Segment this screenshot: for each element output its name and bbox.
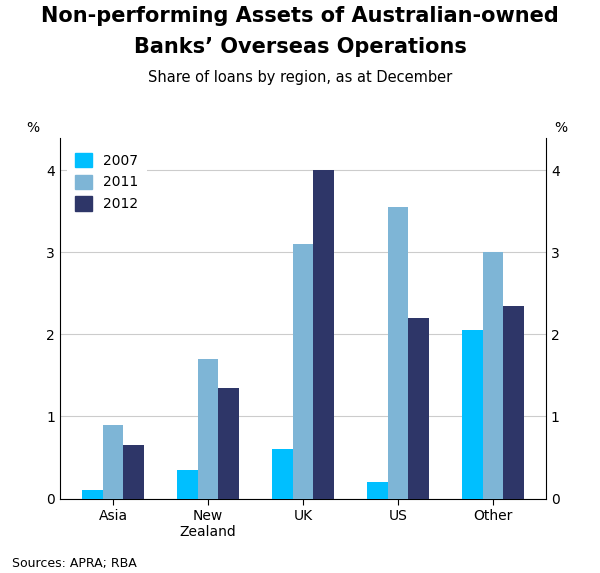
Bar (462, 330, 483, 499)
Text: Share of loans by region, as at December: Share of loans by region, as at December (148, 70, 452, 85)
Text: Sources: APRA; RBA: Sources: APRA; RBA (12, 557, 137, 570)
Bar (313, 170, 334, 499)
Bar (272, 449, 293, 499)
Bar (123, 445, 144, 499)
Text: Banks’ Overseas Operations: Banks’ Overseas Operations (134, 37, 466, 57)
Bar (197, 359, 218, 499)
Bar (409, 318, 429, 499)
Bar (82, 490, 103, 499)
Bar (503, 306, 524, 499)
Bar (293, 244, 313, 499)
Bar (388, 207, 409, 499)
Bar (483, 252, 503, 499)
Text: %: % (26, 121, 40, 135)
Bar (367, 482, 388, 499)
Text: %: % (554, 121, 568, 135)
Legend: 2007, 2011, 2012: 2007, 2011, 2012 (67, 144, 146, 219)
Bar (177, 470, 197, 499)
Text: Non-performing Assets of Australian-owned: Non-performing Assets of Australian-owne… (41, 6, 559, 26)
Bar (103, 425, 123, 499)
Bar (218, 388, 239, 499)
